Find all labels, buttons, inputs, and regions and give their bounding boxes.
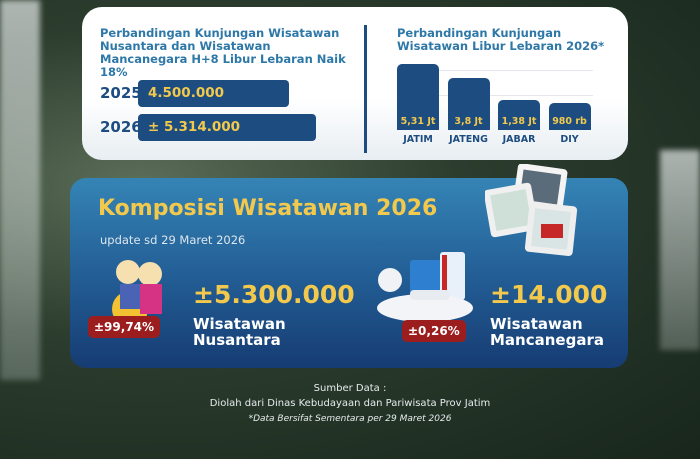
province-label: JATIM (403, 134, 433, 145)
label-line: Mancanegara (490, 331, 604, 349)
nusantara-percentage-badge: ±99,74% (88, 316, 161, 338)
year-label: 2026 (100, 118, 142, 136)
gridline (397, 70, 593, 71)
source-text: Diolah dari Dinas Kebudayaan dan Pariwis… (209, 398, 491, 409)
provisional-note: *Data Bersifat Sementara per 29 Maret 20… (248, 414, 452, 424)
bar-value-label: 3,8 Jt (454, 115, 483, 127)
bar-value-label: 5,31 Jt (400, 115, 436, 127)
photos-icon (485, 164, 578, 256)
province-label: JABAR (502, 134, 536, 145)
nusantara-total: ±5.300.000 (193, 280, 355, 309)
province-chart-title: Perbandingan Kunjungan Wisatawan Libur L… (397, 26, 605, 53)
province-label: JATENG (449, 134, 488, 145)
gridline (397, 95, 593, 96)
mancanegara-total: ±14.000 (490, 280, 608, 309)
nusantara-label: Wisatawan Nusantara (193, 316, 286, 348)
waterfall-background (660, 150, 700, 350)
visitor-bar: ± 5.314.000 (138, 114, 317, 141)
label-line: Wisatawan (490, 315, 583, 333)
bar-value-label: 1,38 Jt (501, 115, 537, 127)
province-bar: 5,31 Jt (397, 64, 439, 130)
source-title: Sumber Data : (313, 383, 387, 394)
update-date: update sd 29 Maret 2026 (100, 233, 246, 247)
province-bar: 3,8 Jt (447, 77, 490, 130)
bar-value-label: 980 rb (552, 115, 587, 127)
composition-title: Komposisi Wisatawan 2026 (98, 196, 438, 221)
year-label: 2025 (100, 84, 142, 102)
waterfall-background (0, 0, 40, 380)
label-line: Nusantara (193, 331, 281, 349)
province-bar: 980 rb (548, 103, 591, 130)
visitor-bar: 4.500.000 (138, 80, 289, 107)
mancanegara-percentage-badge: ±0,26% (402, 320, 466, 342)
airplane-passport-icon (377, 252, 473, 322)
composition-card: Komposisi Wisatawan 2026 update sd 29 Ma… (70, 164, 628, 368)
province-label: DIY (560, 134, 579, 145)
province-bar: 1,38 Jt (498, 99, 540, 130)
domestic-foreign-title: Perbandingan Kunjungan Wisatawan Nusanta… (100, 26, 346, 79)
divider (364, 25, 367, 153)
comparison-card: Perbandingan Kunjungan Wisatawan Nusanta… (82, 7, 628, 160)
label-line: Wisatawan (193, 315, 286, 333)
mancanegara-label: Wisatawan Mancanegara (490, 316, 604, 348)
